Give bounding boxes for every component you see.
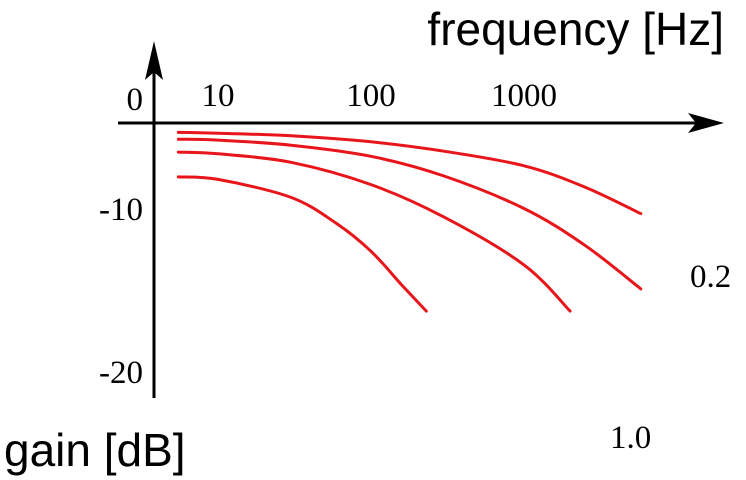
y-tick-labels: 0 -10 -20 (99, 82, 143, 391)
gain-curves (176, 130, 643, 313)
x-tick-labels: 10 100 1000 (202, 78, 558, 114)
x-tick-label: 100 (346, 78, 396, 114)
x-tick-label: 10 (202, 78, 235, 114)
y-tick-label: -20 (99, 355, 143, 391)
gain-curve-2 (176, 137, 643, 291)
gain-curve-3 (176, 150, 572, 313)
gain-curve-1 (176, 130, 643, 216)
y-axis-arrowhead (145, 41, 163, 80)
x-axis-title: frequency [Hz] (427, 3, 724, 55)
axes (118, 41, 724, 398)
y-tick-label: 0 (127, 82, 144, 118)
gain-curve-4 (176, 175, 428, 313)
y-axis-title: gain [dB] (4, 424, 186, 476)
y-tick-label: -10 (99, 192, 143, 228)
curve-labels: 0.2 1.0 (610, 259, 731, 456)
curve-label: 0.2 (690, 259, 731, 295)
x-tick-label: 1000 (491, 78, 557, 114)
curve-label: 1.0 (610, 420, 651, 456)
x-axis-arrowhead (688, 113, 724, 133)
